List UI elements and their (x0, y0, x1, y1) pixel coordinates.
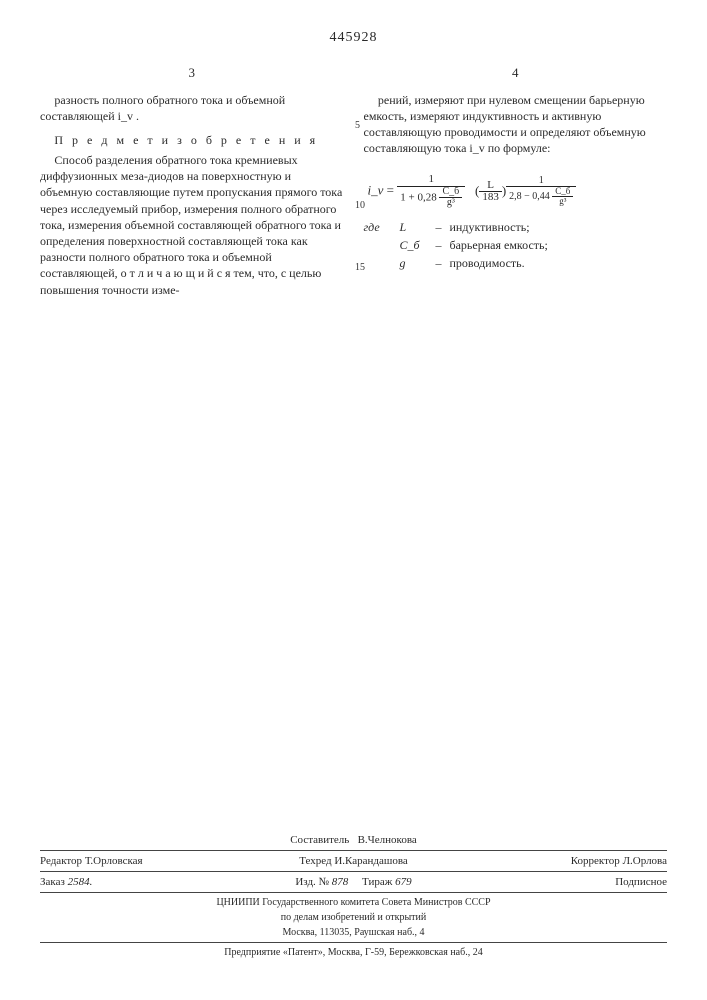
frac1-den-lead: 1 + 0,28 (400, 191, 436, 203)
def-Cb-sym: C_б (400, 237, 436, 253)
subscr: Подписное (458, 876, 667, 888)
izd-val: 878 (332, 876, 349, 888)
org2: по делам изобретений и открытий (40, 910, 667, 925)
exp-den-lead: 2,8 − 0,44 (509, 191, 550, 202)
frac1-num: 1 (397, 174, 465, 187)
formula-eq: = (387, 183, 394, 198)
left-column: 3 разность полного обратного тока и объ­… (40, 64, 344, 302)
footer: Составитель В.Челнокова Редактор Т.Орлов… (40, 832, 667, 960)
line-number-5: 5 (355, 120, 360, 131)
exp-den: 2,8 − 0,44 C_б g³ (506, 187, 576, 207)
defs-where: где (364, 219, 400, 235)
dash: – (436, 237, 450, 253)
def-g-txt: проводимость. (450, 255, 525, 271)
frac1-den: 1 + 0,28 C_б g³ (397, 187, 465, 209)
line-number-10: 10 (355, 200, 365, 211)
order-val: 2584. (68, 876, 93, 888)
order-label: Заказ (40, 876, 65, 888)
base-frac: L 183 (479, 180, 502, 204)
line-number-15: 15 (355, 262, 365, 273)
right-column: 4 рений, измеряют при нулевом смещении б… (364, 64, 668, 302)
dash: – (436, 219, 450, 235)
two-column-body: 3 разность полного обратного тока и объ­… (40, 64, 667, 302)
formula-power: ( L 183 ) 1 2,8 − 0,44 C_б (475, 180, 506, 204)
subject-heading: П р е д м е т и з о б р е т е н и я (40, 132, 344, 148)
frac1-den-inner-den: g³ (439, 198, 462, 209)
corrector-label: Корректор (571, 855, 620, 867)
right-col-number: 4 (364, 64, 668, 82)
techred-name: И.Карандашова (334, 855, 407, 867)
doc-number: 445928 (40, 30, 667, 46)
corrector-name: Л.Орлова (623, 855, 667, 867)
editor-label: Редактор (40, 855, 82, 867)
formula: i_v = 1 1 + 0,28 C_б g³ ( (368, 174, 668, 209)
org-addr: Москва, 113035, Раушская наб., 4 (40, 925, 667, 940)
left-col-number: 3 (40, 64, 344, 82)
formula-lhs: i_v (368, 183, 384, 198)
tirazh-label: Тираж (362, 876, 392, 888)
press: Предприятие «Патент», Москва, Г-59, Бере… (40, 945, 667, 960)
left-para-2: Способ разделения обратного тока кремние… (40, 152, 344, 298)
base-den: 183 (479, 192, 502, 204)
org1: ЦНИИПИ Государственного комитета Совета … (40, 895, 667, 910)
left-para-1: разность полного обратного тока и объ­ем… (40, 92, 344, 124)
izd-label: Изд. № (295, 876, 329, 888)
formula-frac1: 1 1 + 0,28 C_б g³ (397, 174, 465, 209)
compiler-name: В.Челнокова (358, 834, 417, 846)
compiler-label: Составитель (290, 834, 349, 846)
techred-label: Техред (299, 855, 331, 867)
definitions: где L – индуктивность; C_б – барьерная е… (364, 219, 668, 272)
def-g-sym: g (400, 255, 436, 271)
right-para-1: рений, измеряют при нулевом смещении бар… (364, 92, 668, 157)
exp-inner-den: g³ (552, 197, 573, 206)
def-L-sym: L (400, 219, 436, 235)
editor-name: Т.Орловская (85, 855, 143, 867)
def-L-txt: индуктивность; (450, 219, 530, 235)
exponent: 1 2,8 − 0,44 C_б g³ (506, 176, 576, 207)
dash: – (436, 255, 450, 271)
tirazh-val: 679 (395, 876, 412, 888)
def-Cb-txt: барьерная емкость; (450, 237, 548, 253)
